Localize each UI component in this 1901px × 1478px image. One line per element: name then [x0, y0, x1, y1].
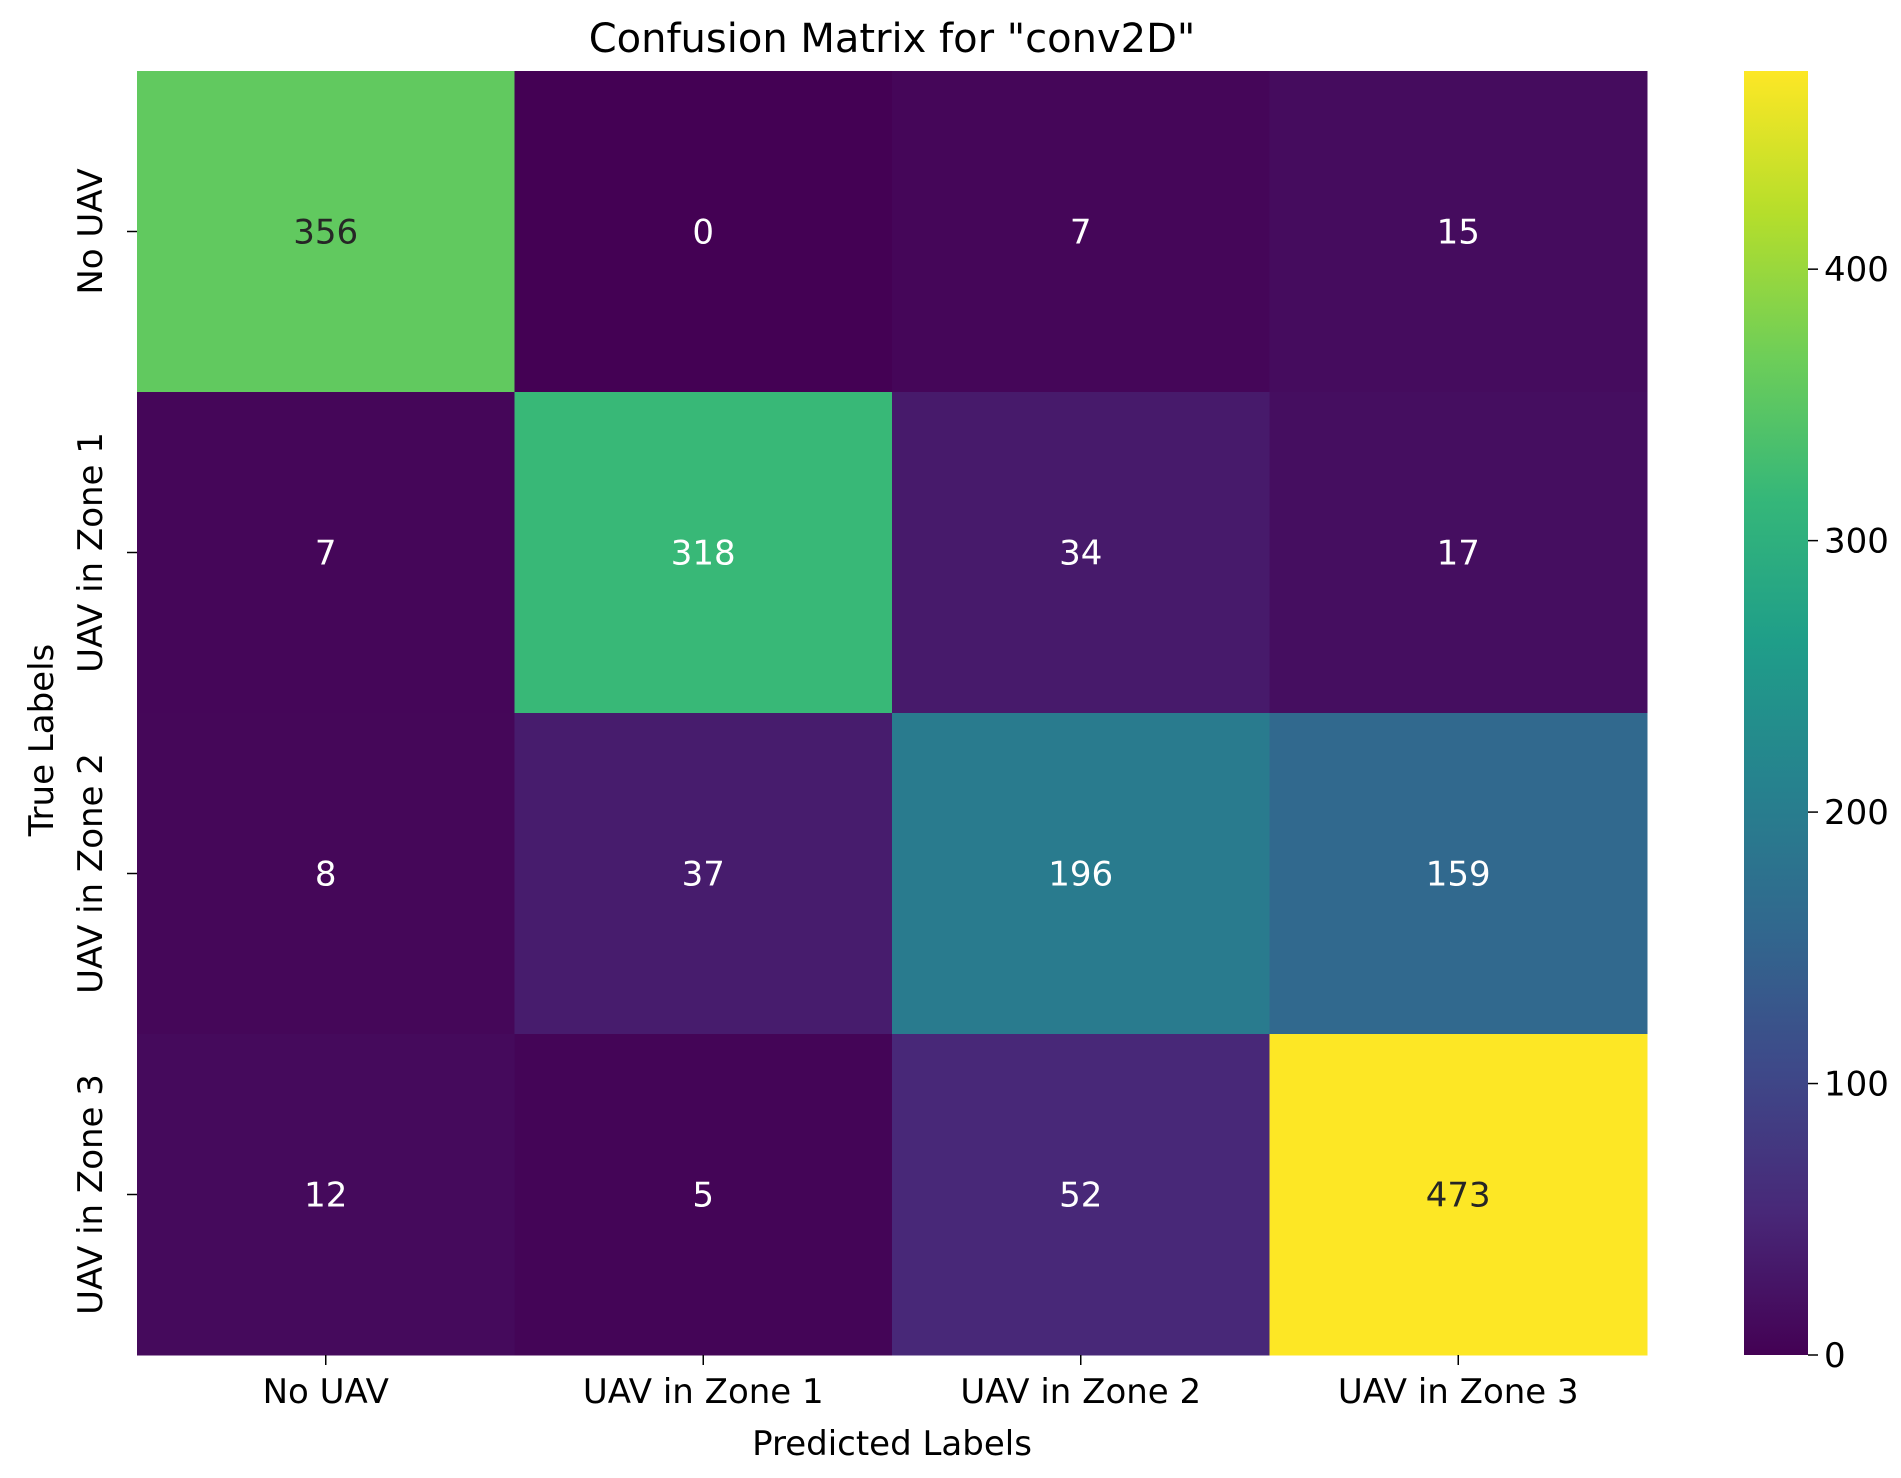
cell-value-label: 318 [671, 534, 736, 574]
cell-value-label: 473 [1426, 1176, 1491, 1216]
heatmap-cell [137, 713, 515, 1035]
heatmap-cell [892, 713, 1270, 1035]
cell-value-label: 52 [1059, 1176, 1102, 1216]
y-tick-label: No UAV [71, 168, 111, 294]
y-tick-label: UAV in Zone 1 [71, 432, 111, 673]
colorbar-tick-label: 100 [1824, 1065, 1889, 1105]
heatmap-cell [137, 1034, 515, 1356]
cell-value-label: 15 [1437, 213, 1480, 253]
heatmap-cell [514, 1034, 893, 1356]
heatmap-cell [514, 71, 893, 393]
heatmap-cell [137, 71, 515, 393]
colorbar-tick-label: 400 [1824, 250, 1889, 290]
cell-value-label: 7 [315, 534, 337, 574]
cell-value-label: 8 [315, 855, 337, 895]
cell-value-label: 196 [1048, 855, 1113, 895]
cell-value-label: 12 [304, 1176, 347, 1216]
x-axis: No UAV UAV in Zone 1 UAV in Zone 2 UAV in Z… [263, 1355, 1579, 1412]
heatmap-cell [1269, 392, 1648, 714]
heatmap-cells: 356 0 7 15 7 318 34 17 8 37 196 159 12 5 52 473 [137, 71, 1648, 1356]
cell-value-label: 37 [682, 855, 725, 895]
y-axis-label: True Labels [22, 644, 62, 837]
colorbar-tick-label: 300 [1824, 522, 1889, 562]
cell-value-label: 7 [1070, 213, 1092, 253]
cell-value-label: 159 [1426, 855, 1491, 895]
x-tick-label: No UAV [263, 1372, 389, 1412]
colorbar-tick-label: 0 [1824, 1336, 1846, 1376]
x-tick-label: UAV in Zone 2 [960, 1372, 1201, 1412]
heatmap-cell [514, 392, 893, 714]
cell-value-label: 356 [293, 213, 358, 253]
heatmap-cell [137, 392, 515, 714]
cell-value-label: 17 [1437, 534, 1480, 574]
chart-title: Confusion Matrix for "conv2D" [589, 16, 1196, 62]
heatmap-cell [892, 71, 1270, 393]
cell-value-label: 34 [1059, 534, 1102, 574]
heatmap-cell [892, 392, 1270, 714]
x-axis-label: Predicted Labels [752, 1424, 1032, 1464]
heatmap-cell [1269, 71, 1648, 393]
cell-value-label: 0 [692, 213, 714, 253]
x-tick-label: UAV in Zone 3 [1338, 1372, 1579, 1412]
colorbar-gradient [1744, 71, 1808, 1355]
heatmap-cell [1269, 713, 1648, 1035]
y-axis: No UAV UAV in Zone 1 UAV in Zone 2 UAV in Z… [71, 168, 137, 1315]
y-tick-label: UAV in Zone 2 [71, 753, 111, 994]
y-tick-label: UAV in Zone 3 [71, 1074, 111, 1315]
cell-value-label: 5 [692, 1176, 714, 1216]
x-tick-label: UAV in Zone 1 [583, 1372, 824, 1412]
heatmap-cell [514, 713, 893, 1035]
heatmap-cell [892, 1034, 1270, 1356]
heatmap-cell [1269, 1034, 1648, 1356]
colorbar: 0 100 200 300 400 [1744, 71, 1889, 1376]
colorbar-tick-label: 200 [1824, 793, 1889, 833]
